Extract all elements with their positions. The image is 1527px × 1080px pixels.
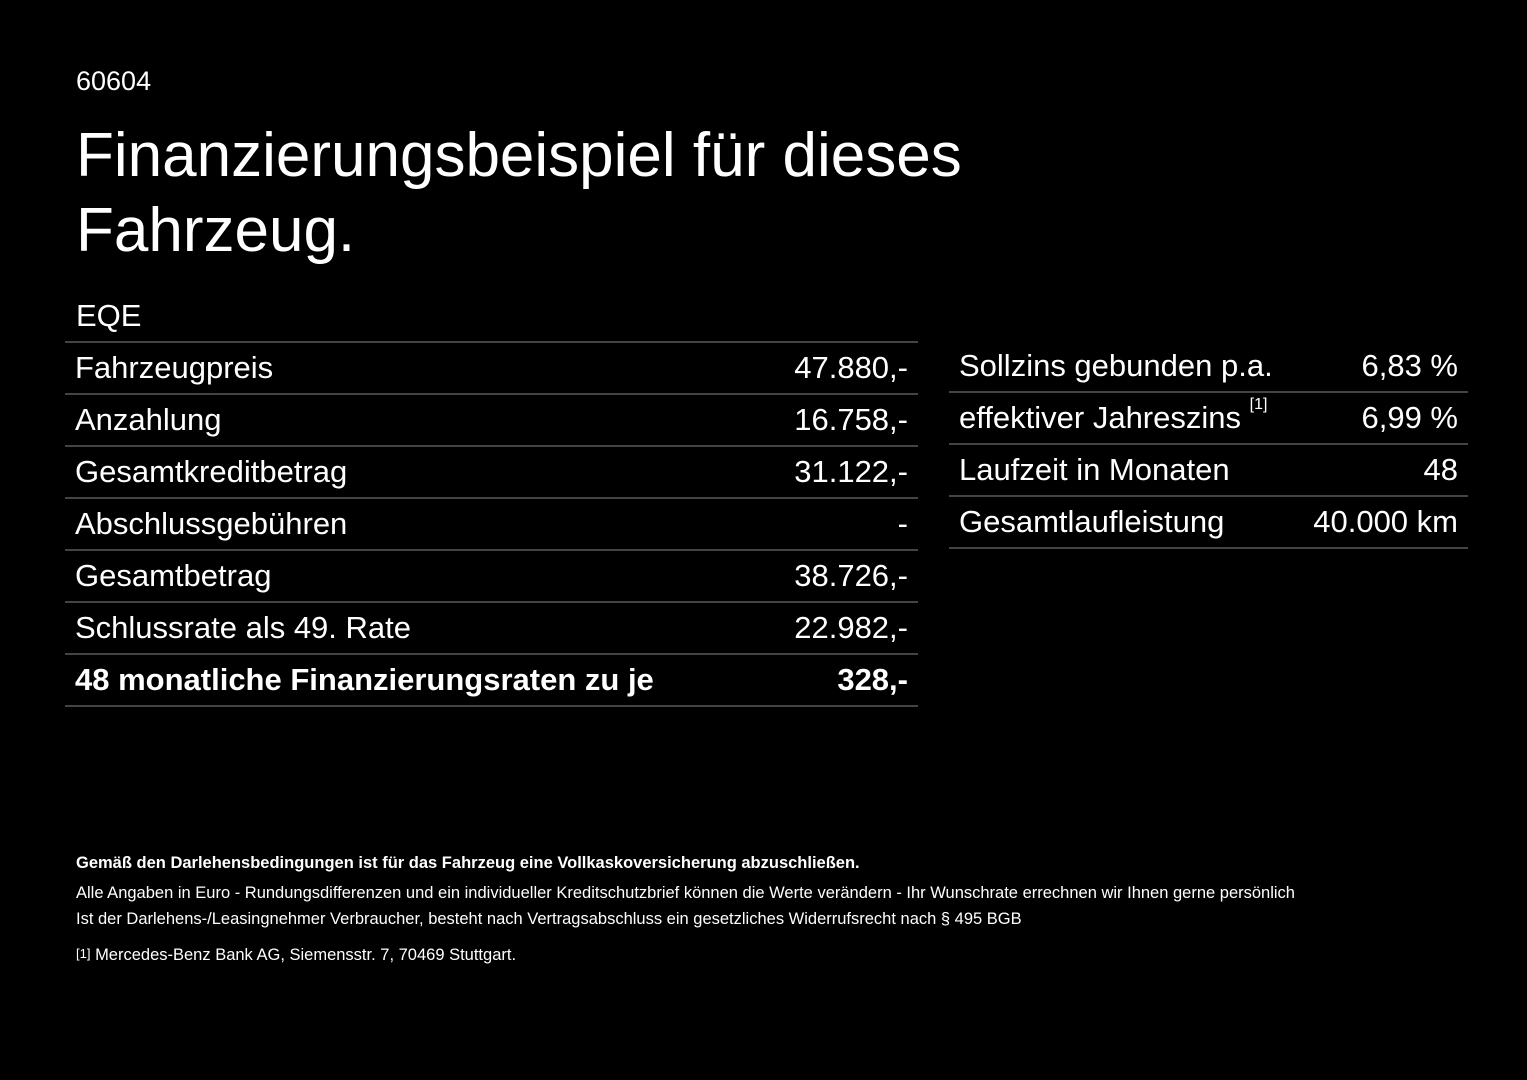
right-table: Sollzins gebunden p.a. 6,83 % effektiver J…: [949, 341, 1468, 549]
label: Schlussrate als 49. Rate: [65, 602, 763, 655]
label: Fahrzeugpreis: [65, 342, 763, 395]
value: 31.122,-: [762, 446, 918, 499]
label: effektiver Jahreszins [1]: [949, 392, 1297, 445]
cell-text: 40.000 km: [1313, 504, 1458, 539]
value: 38.726,-: [762, 550, 918, 603]
footnote-text: Mercedes-Benz Bank AG, Siemensstr. 7, 70…: [95, 946, 517, 964]
label: 48 monatliche Finanzierungsraten zu je: [65, 654, 763, 707]
cell-text: 38.726,-: [794, 558, 908, 593]
cell-text: 48: [1423, 452, 1458, 487]
row: Sollzins gebunden p.a. 6,83 %: [949, 341, 1468, 393]
row: Schlussrate als 49. Rate 22.982,-: [65, 602, 918, 655]
cell-text: 48 monatliche Finanzierungsraten zu je: [75, 662, 654, 697]
label: Gesamtkreditbetrag: [65, 446, 763, 499]
code: 60604: [76, 66, 152, 96]
value: 48: [1296, 444, 1468, 497]
value: 6,99 %: [1296, 392, 1468, 445]
footnote-mark: [1]: [76, 946, 91, 961]
cell-text: 31.122,-: [794, 454, 908, 489]
cell-text: Fahrzeugpreis: [75, 350, 274, 385]
note-bold: Gemäß den Darlehensbedingungen ist für d…: [76, 854, 860, 872]
value: 40.000 km: [1296, 496, 1468, 549]
cell-text: 6,99 %: [1361, 400, 1458, 435]
cell-text: 22.982,-: [794, 610, 908, 645]
cell-text: Anzahlung: [75, 402, 222, 437]
label: Gesamtbetrag: [65, 550, 763, 603]
label: Gesamtlaufleistung: [949, 496, 1297, 549]
title: Finanzierungsbeispiel für dieses Fahrzeug…: [76, 118, 962, 268]
title-line: Finanzierungsbeispiel für dieses: [76, 121, 962, 190]
label: Abschlussgebühren: [65, 498, 763, 551]
title-line: Fahrzeug.: [76, 196, 356, 265]
row: Gesamtkreditbetrag 31.122,-: [65, 446, 918, 499]
value: -: [762, 498, 918, 551]
row: Fahrzeugpreis 47.880,-: [65, 342, 918, 395]
row: 48 monatliche Finanzierungsraten zu je 32…: [65, 654, 918, 707]
label: Anzahlung: [65, 394, 763, 447]
row: Gesamtlaufleistung 40.000 km: [949, 496, 1468, 549]
row: Anzahlung 16.758,-: [65, 394, 918, 447]
cell-text: -: [897, 506, 908, 541]
model: EQE: [76, 298, 142, 333]
cell-text: Abschlussgebühren: [75, 506, 348, 541]
cell-text: 6,83 %: [1361, 348, 1458, 383]
value: 16.758,-: [762, 394, 918, 447]
label: Sollzins gebunden p.a.: [949, 341, 1297, 393]
value: 22.982,-: [762, 602, 918, 655]
footnote-mark: [1]: [1249, 396, 1268, 413]
note: Alle Angaben in Euro - Rundungsdifferenz…: [76, 884, 1295, 902]
cell-text: Gesamtkreditbetrag: [75, 454, 348, 489]
value: 47.880,-: [762, 342, 918, 395]
note: Ist der Darlehens-/Leasingnehmer Verbrau…: [76, 910, 1022, 928]
cell-text: 47.880,-: [794, 350, 908, 385]
cell-text: Laufzeit in Monaten: [959, 452, 1230, 487]
left-table: Fahrzeugpreis 47.880,- Anzahlung 16.758,- Ge…: [65, 341, 918, 707]
row: effektiver Jahreszins [1] 6,99 %: [949, 392, 1468, 445]
footnote: [1] Mercedes-Benz Bank AG, Siemensstr. 7…: [76, 946, 516, 965]
cell-text: effektiver Jahreszins: [959, 400, 1241, 435]
cell-text: Sollzins gebunden p.a.: [959, 348, 1273, 383]
value: 328,-: [762, 654, 918, 707]
row: Gesamtbetrag 38.726,-: [65, 550, 918, 603]
cell-text: Schlussrate als 49. Rate: [75, 610, 412, 645]
label: Laufzeit in Monaten: [949, 444, 1297, 497]
row: Abschlussgebühren -: [65, 498, 918, 551]
row: Laufzeit in Monaten 48: [949, 444, 1468, 497]
cell-text: Gesamtlaufleistung: [959, 504, 1225, 539]
value: 6,83 %: [1296, 341, 1468, 393]
cell-text: Gesamtbetrag: [75, 558, 272, 593]
cell-text: 16.758,-: [794, 402, 908, 437]
cell-text: 328,-: [837, 662, 908, 697]
